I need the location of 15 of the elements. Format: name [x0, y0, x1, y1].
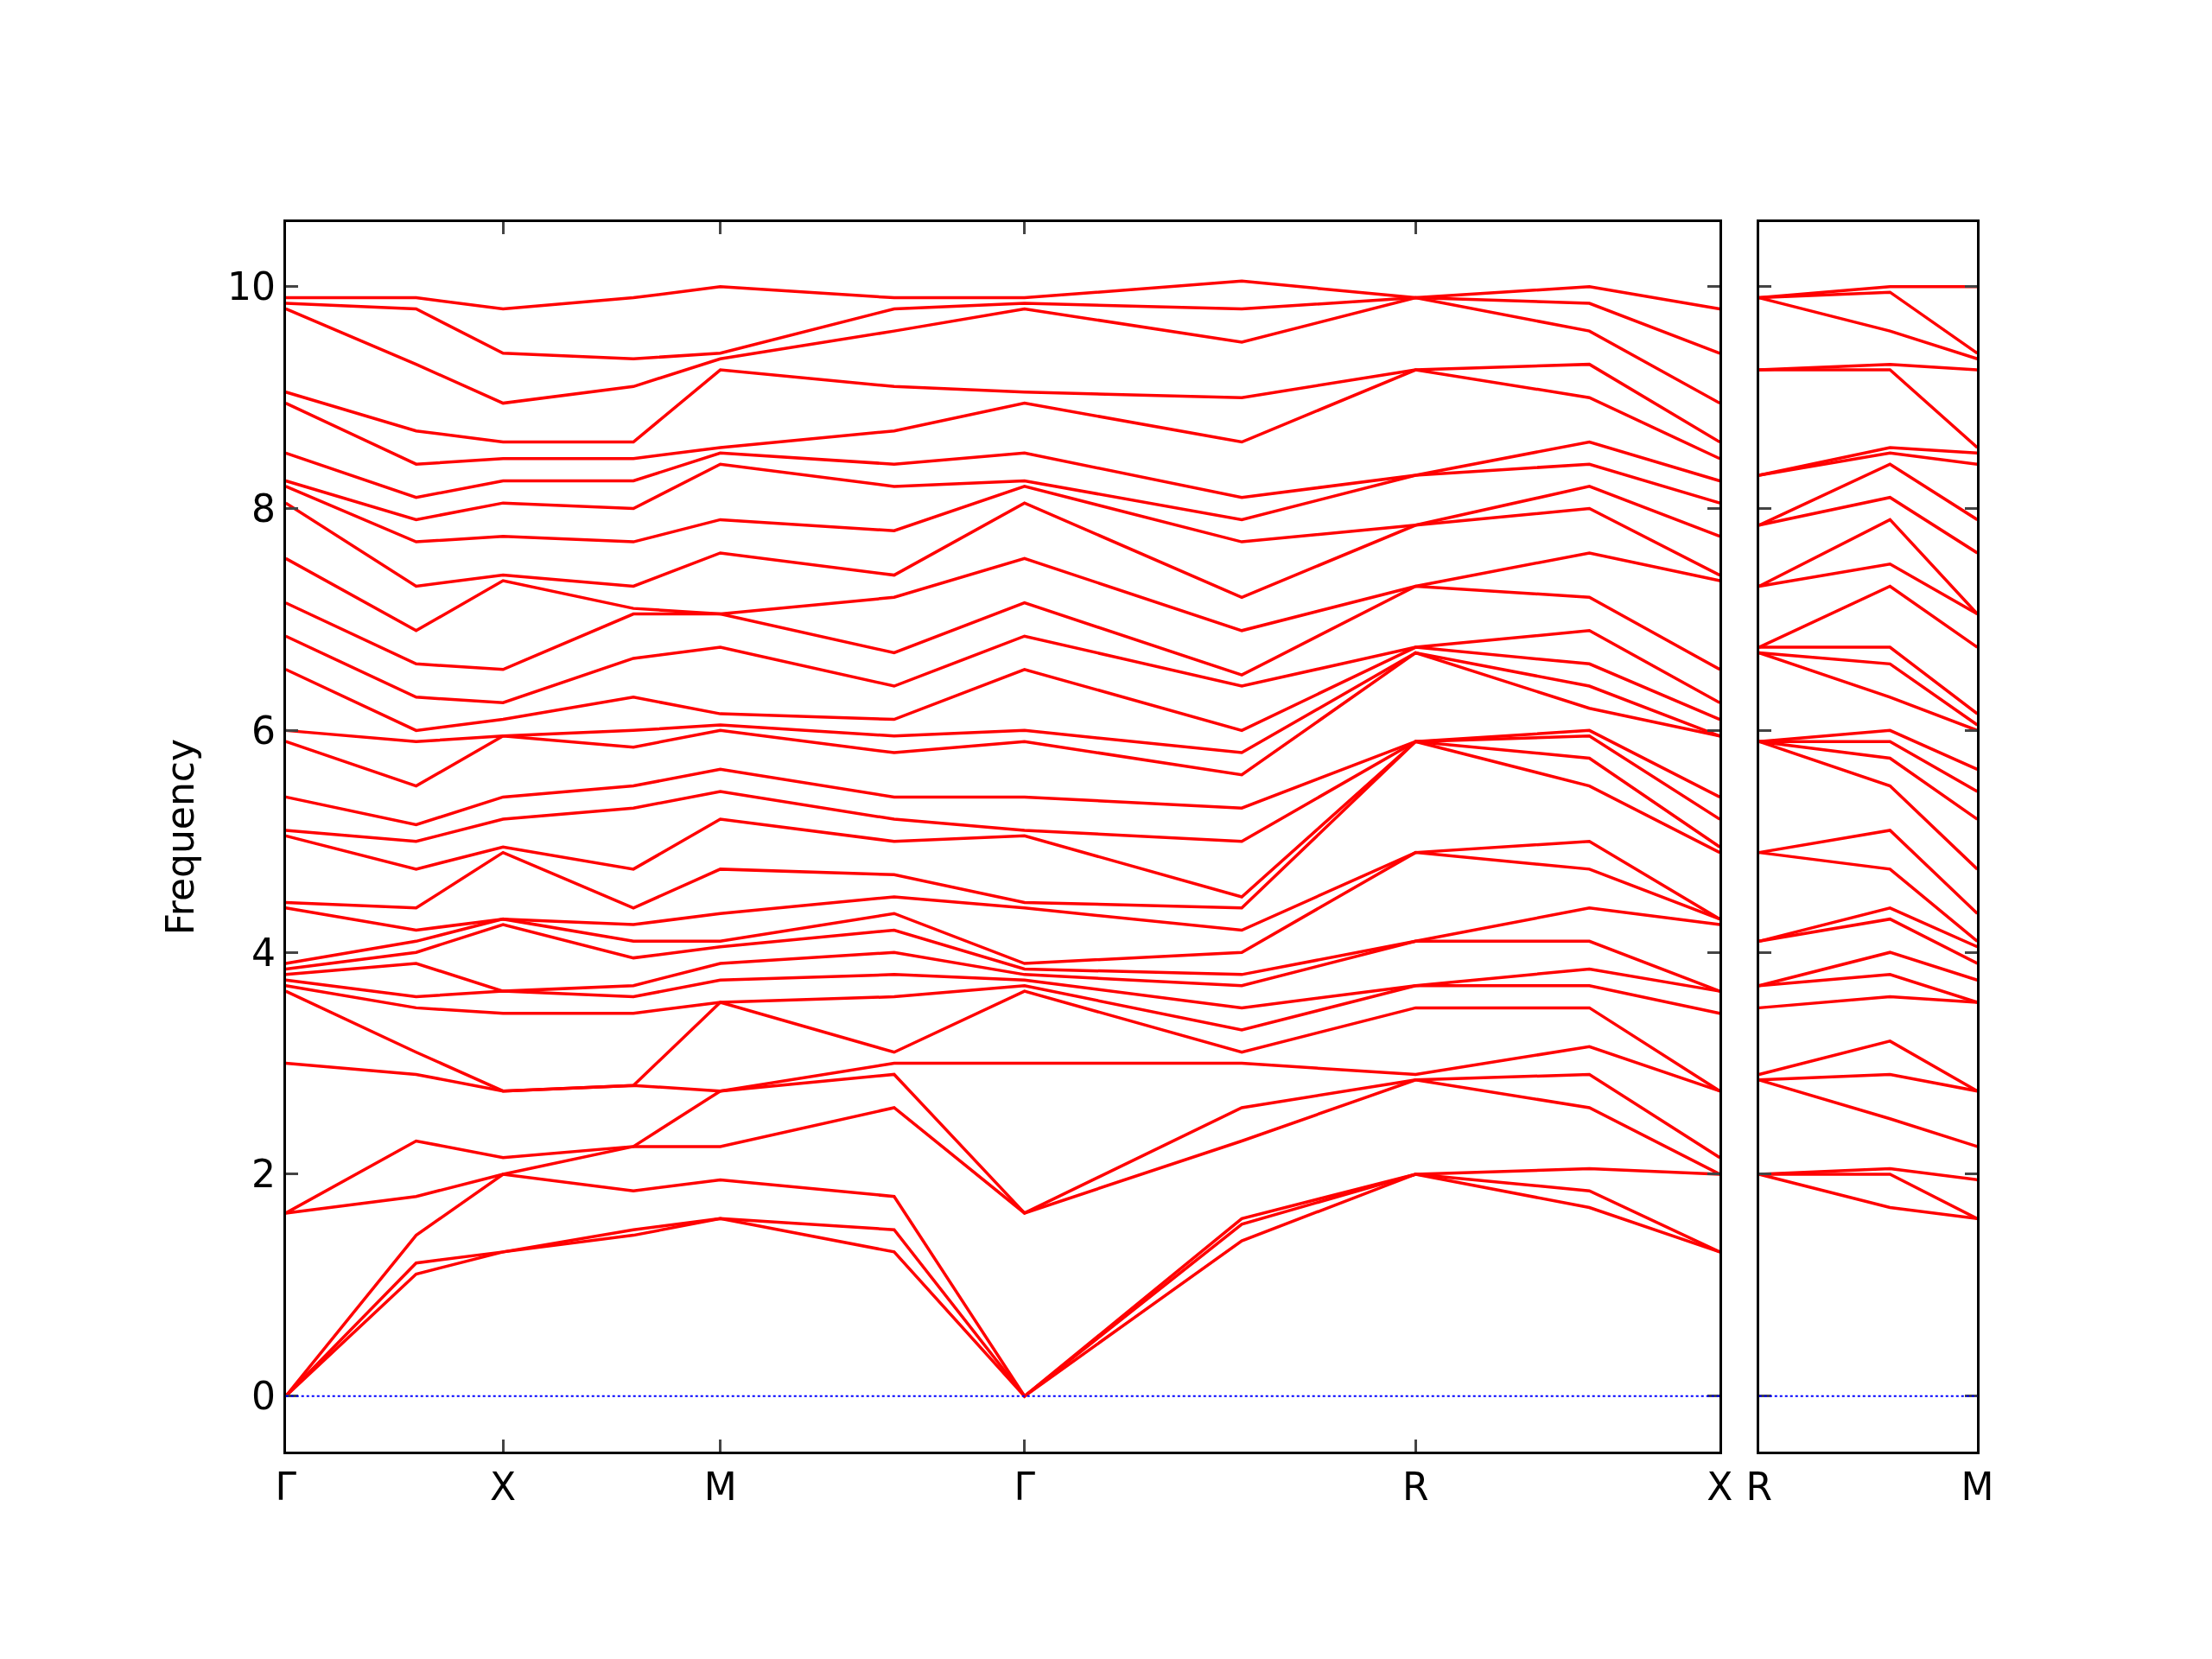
x-tick-label: R	[1402, 1464, 1429, 1509]
x-tick-label: Γ	[1014, 1464, 1036, 1509]
x-tick-label: X	[490, 1464, 517, 1509]
x-tick-label: X	[1707, 1464, 1733, 1509]
x-tick-label: M	[703, 1464, 737, 1509]
y-axis-title: Frequency	[158, 738, 203, 936]
y-tick-label: 10	[226, 264, 276, 309]
y-tick-label: 0	[251, 1374, 276, 1419]
x-tick-label: R	[1745, 1464, 1773, 1509]
y-tick-label: 6	[251, 708, 276, 753]
y-tick-label: 4	[251, 930, 276, 975]
y-tick-label: 8	[251, 486, 276, 531]
y-tick-label: 2	[251, 1152, 276, 1197]
x-tick-label: M	[1961, 1464, 1994, 1509]
x-tick-label: Γ	[275, 1464, 297, 1509]
